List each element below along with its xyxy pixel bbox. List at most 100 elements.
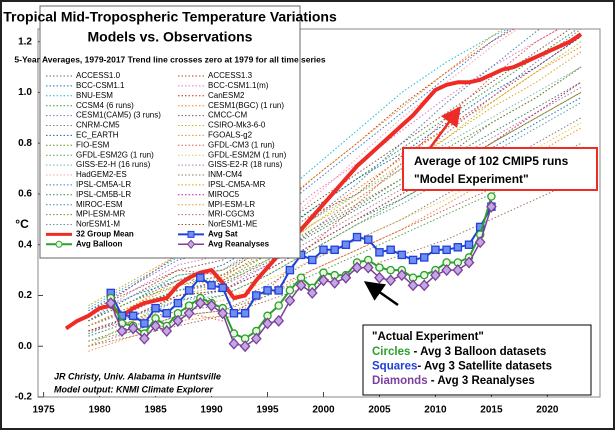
legend-label: MPI-ESM-MR [76,210,126,219]
marker [172,314,184,327]
marker [207,281,216,290]
x-tick-label: 1975 [32,405,55,416]
annotation-box [362,324,592,396]
legend-label: BCC-CSM1.1 [76,81,125,90]
legend-label: CMCC-CM [208,111,247,120]
marker [375,263,384,272]
arrow [428,105,461,149]
marker [138,332,150,345]
marker [430,269,441,282]
marker [308,255,317,265]
legend-label: NorESM1-M [76,220,120,229]
credit-box [50,370,228,396]
marker [295,279,307,292]
legend-label: ACCESS1.0 [76,71,121,80]
annotation-box [402,147,598,191]
legend-label: MIROC5 [208,190,240,199]
legend-label: CESM1(BGC) (1 run) [208,101,284,110]
legend-label: 32 Group Mean [76,230,134,239]
legend-label: Avg Reanalyses [208,239,270,248]
legend-label: GFDL-ESM2G (1 run) [76,150,154,159]
legend-label: BNU-ESM [76,91,113,100]
marker [319,245,328,255]
marker [419,253,429,262]
model-annotation: Average of 102 CMIP5 runs "Model Experim… [402,105,598,191]
x-tick-label: 2020 [536,405,559,416]
legend-box [39,5,301,259]
y-tick-label: 0.2 [18,290,32,301]
annotation-key: Circles [372,346,410,358]
marker [285,265,295,275]
legend-label: NorESM1-ME [208,220,257,229]
marker [284,294,296,307]
annotation-key: Diamonds [372,375,428,387]
marker [408,255,418,265]
marker [419,270,429,280]
x-tick-label: 2000 [312,405,335,416]
marker [116,325,128,337]
legend-label: INM-CM4 [208,170,243,179]
legend-label: GFDL-ESM2M (1 run) [208,150,287,159]
y-axis-label: °C [15,217,29,231]
legend-label: Avg Sat [208,230,238,239]
x-tick-label: 2005 [368,405,391,416]
model-line [88,29,504,307]
credit: JR Christy, Univ. Alabama in Huntsville … [50,370,228,396]
model-line [88,91,582,337]
legend-marker [55,240,63,248]
marker [397,250,407,260]
legend-label: CNRM-CM5 [76,121,120,130]
legend: Tropical Mid-Tropospheric Temperature Va… [3,5,337,259]
marker [341,240,351,249]
marker [441,264,452,277]
chart-note: 5-Year Averages, 1979-2017 Trend line cr… [14,54,325,64]
legend-marker [187,230,195,238]
marker [228,337,240,350]
y-tick-label: 1.2 [18,36,32,47]
marker [240,308,250,318]
marker [105,297,117,310]
legend-label: FIO-ESM [76,140,110,149]
model-line [88,91,582,332]
marker [386,265,395,275]
marker [362,261,374,274]
y-tick-label: 0.0 [18,341,32,352]
marker [127,322,139,335]
main-lines [64,32,583,353]
marker [396,269,408,282]
legend-label: CSIRO-Mk3-6-0 [208,121,266,130]
marker [273,314,285,327]
marker [463,256,475,269]
marker [306,286,318,299]
legend-label: CESM1(CAM5) (3 runs) [76,111,161,120]
marker [173,298,183,308]
marker [229,308,239,318]
marker [474,236,486,249]
marker [218,283,227,293]
y-tick-label: -0.2 [15,392,33,403]
legend-label: EC_EARTH [76,131,119,140]
chart-title: Tropical Mid-Tropospheric Temperature Va… [3,9,337,25]
marker [183,307,195,320]
legend-label: MIROC-ESM [76,200,123,209]
annotation-text: - Avg 3 Satellite datasets [417,361,552,373]
legend-label: CanESM2 [208,91,245,100]
marker [128,311,138,321]
x-tick-label: 1985 [144,405,167,416]
x-tick-label: 2010 [424,405,447,416]
legend-label: GISS-E2-R (18 runs) [208,160,283,169]
chart-subtitle: Models vs. Observations [88,29,253,45]
legend-label: ACCESS1.3 [208,71,253,80]
marker [194,297,206,310]
y-tick-label: 0.6 [18,189,32,200]
x-tick-label: 1980 [88,405,111,416]
marker [263,286,272,295]
marker [340,271,352,284]
model-line [88,102,582,337]
model-line [88,36,582,317]
marker [431,245,440,255]
marker [418,279,430,292]
legend-label: IPSL-CM5A-LR [76,180,131,189]
